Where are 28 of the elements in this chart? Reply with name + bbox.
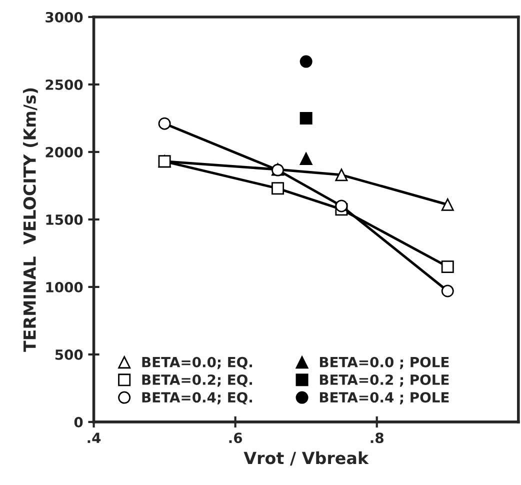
legend-label: BETA=0.4 ; POLE bbox=[320, 392, 449, 404]
legend-label: BETA=0.2; EQ. bbox=[142, 374, 252, 387]
point bbox=[335, 200, 348, 212]
legend-label: BETA=0.4; EQ. bbox=[142, 392, 252, 404]
point bbox=[335, 168, 348, 182]
point bbox=[300, 55, 312, 68]
y-tick-label: 1500 bbox=[46, 214, 83, 225]
x-tick-label: .8 bbox=[370, 432, 384, 444]
y-tick-label: 1000 bbox=[46, 282, 83, 292]
point bbox=[300, 152, 312, 165]
point bbox=[300, 112, 312, 124]
point bbox=[158, 117, 171, 130]
x-tick-label: .4 bbox=[88, 432, 101, 443]
legend-label: BETA=0.2 ; POLE bbox=[320, 374, 449, 387]
y-tick-label: 2000 bbox=[46, 146, 83, 158]
point bbox=[441, 198, 454, 211]
y-axis-title: TERMINAL VELOCITY (Km/s) bbox=[23, 88, 38, 352]
legend-label: BETA=0.0 ; POLE bbox=[320, 356, 449, 370]
y-tick-label: 0 bbox=[74, 416, 83, 428]
y-tick-label: 2500 bbox=[46, 79, 83, 90]
x-tick-label: .6 bbox=[229, 432, 242, 444]
y-tick-label: 3000 bbox=[46, 12, 83, 22]
point bbox=[441, 260, 454, 273]
y-tick-label: 500 bbox=[55, 349, 83, 360]
legend-label: BETA=0.0; EQ. bbox=[142, 356, 252, 370]
x-axis-title: Vrot / Vbreak bbox=[244, 451, 369, 466]
point bbox=[441, 284, 454, 298]
point bbox=[272, 182, 284, 195]
